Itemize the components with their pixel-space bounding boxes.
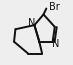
Text: Br: Br (49, 2, 60, 12)
Text: N: N (28, 18, 35, 28)
Text: N: N (52, 39, 59, 49)
